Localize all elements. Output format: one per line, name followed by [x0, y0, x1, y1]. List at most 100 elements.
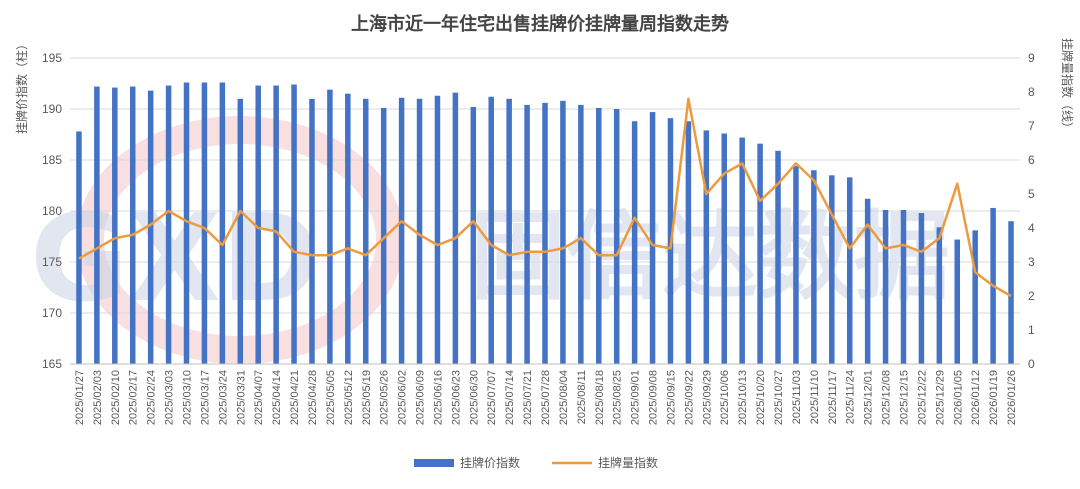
- x-tick-label: 2026/01/19: [988, 370, 1000, 425]
- x-tick-label: 2026/01/12: [970, 370, 982, 425]
- x-tick-label: 2025/09/22: [683, 370, 695, 425]
- x-tick-label: 2025/06/16: [432, 370, 444, 425]
- price-index-bar: [183, 82, 190, 364]
- price-index-bar: [237, 98, 244, 365]
- price-index-bar: [506, 98, 512, 365]
- x-tick-label: 2025/02/03: [92, 370, 104, 425]
- price-index-bar: [721, 133, 727, 364]
- x-tick-label: 2025/12/08: [881, 370, 893, 425]
- y-right-tick-label: 7: [1028, 119, 1035, 133]
- x-tick-label: 2025/07/07: [486, 370, 498, 425]
- price-index-bar: [793, 166, 799, 364]
- x-tick-label: 2025/12/15: [898, 370, 910, 425]
- price-index-bar: [757, 143, 763, 364]
- price-index-bar: [775, 150, 781, 364]
- price-index-bar: [219, 82, 226, 364]
- price-index-bar: [739, 137, 745, 364]
- price-index-bar: [255, 85, 261, 364]
- price-index-bar: [900, 209, 907, 364]
- x-tick-label: 2025/02/10: [110, 370, 122, 425]
- price-index-bar: [811, 170, 817, 364]
- price-index-bar: [327, 89, 333, 365]
- price-index-bar: [578, 104, 584, 365]
- x-tick-label: 2025/08/25: [612, 370, 624, 425]
- price-index-bar: [685, 121, 692, 365]
- y-left-tick-label: 185: [42, 153, 62, 167]
- x-tick-label: 2025/11/03: [791, 370, 803, 424]
- price-index-bar: [273, 85, 279, 364]
- y-left-tick-label: 195: [42, 51, 62, 65]
- y-right-tick-label: 2: [1028, 289, 1035, 303]
- price-index-bar: [918, 213, 925, 364]
- price-index-bar: [165, 85, 172, 364]
- price-index-bar: [363, 98, 369, 365]
- price-index-bar: [470, 106, 477, 365]
- x-tick-label: 2025/09/08: [648, 370, 660, 425]
- price-index-bar: [76, 131, 82, 364]
- y-right-tick-label: 5: [1028, 187, 1035, 201]
- x-tick-label: 2026/01/05: [952, 370, 964, 425]
- y-axis-right-label: 挂牌量指数（线）: [1060, 38, 1075, 134]
- y-axis-left-label: 挂牌价指数（柱）: [14, 38, 29, 134]
- x-tick-label: 2025/03/31: [235, 370, 247, 425]
- x-tick-label: 2025/04/21: [289, 370, 301, 425]
- x-tick-label: 2026/01/26: [1006, 370, 1018, 425]
- price-index-bar: [954, 239, 961, 364]
- price-index-bar: [398, 97, 405, 364]
- price-index-bar: [309, 98, 315, 365]
- watermark-cjk: 固信达数据: [470, 201, 950, 313]
- x-tick-label: 2025/05/12: [343, 370, 355, 425]
- legend: 挂牌价指数 挂牌量指数: [414, 455, 658, 470]
- price-index-bar: [524, 104, 530, 365]
- price-index-bar: [452, 92, 459, 365]
- x-tick-label: 2025/03/24: [217, 370, 229, 425]
- x-tick-label: 2025/09/29: [701, 370, 713, 425]
- x-tick-label: 2025/07/14: [504, 370, 516, 425]
- x-tick-label: 2025/12/22: [916, 370, 928, 425]
- x-tick-label: 2025/08/04: [558, 370, 570, 425]
- price-index-bar: [201, 82, 208, 364]
- legend-label-price: 挂牌价指数: [460, 455, 520, 470]
- price-index-bar: [345, 93, 351, 364]
- y-left-tick-label: 190: [42, 102, 62, 116]
- price-index-bar: [936, 227, 943, 364]
- x-tick-label: 2025/08/11: [576, 370, 588, 424]
- price-index-bar: [94, 86, 100, 364]
- y-left-tick-label: 170: [42, 306, 62, 320]
- x-tick-label: 2025/02/17: [128, 370, 140, 425]
- y-right-tick-label: 9: [1028, 51, 1035, 65]
- y-left-tick-label: 180: [42, 204, 62, 218]
- x-tick-label: 2025/05/26: [379, 370, 391, 425]
- x-tick-label: 2025/04/07: [253, 370, 265, 425]
- x-tick-label: 2025/12/29: [934, 370, 946, 425]
- price-index-bar: [1008, 221, 1014, 364]
- price-index-bar: [972, 230, 978, 364]
- x-tick-label: 2025/09/01: [630, 370, 642, 425]
- x-tick-label: 2025/05/05: [325, 370, 337, 425]
- y-right-tick-label: 3: [1028, 255, 1035, 269]
- price-index-bar: [649, 112, 656, 364]
- y-right-tick-label: 4: [1028, 221, 1035, 235]
- x-tick-label: 2025/10/06: [719, 370, 731, 425]
- x-tick-label: 2025/10/20: [755, 370, 767, 425]
- price-index-bar: [829, 175, 835, 364]
- x-tick-label: 2025/03/17: [199, 370, 211, 425]
- price-index-bar: [129, 86, 136, 364]
- legend-swatch-price: [414, 459, 454, 467]
- price-index-bar: [560, 100, 566, 364]
- price-index-bar: [882, 209, 889, 364]
- x-tick-label: 2025/10/27: [773, 370, 785, 425]
- y-right-tick-label: 6: [1028, 153, 1035, 167]
- x-tick-label: 2025/06/02: [397, 370, 409, 425]
- x-tick-label: 2025/11/17: [827, 370, 839, 424]
- price-index-bar: [864, 198, 871, 364]
- x-tick-label: 2025/04/14: [271, 370, 283, 425]
- x-tick-label: 2025/06/09: [415, 370, 427, 425]
- price-index-bar: [291, 84, 297, 365]
- x-tick-label: 2025/02/24: [146, 370, 158, 425]
- y-right-tick-label: 1: [1028, 323, 1035, 337]
- axes: 165 170 175 180 185 190 195 0 1 2 3 4 5 6 7 8 9 2025/01/2…: [42, 51, 1035, 425]
- x-tick-label: 2025/04/28: [307, 370, 319, 425]
- price-index-bar: [434, 95, 441, 365]
